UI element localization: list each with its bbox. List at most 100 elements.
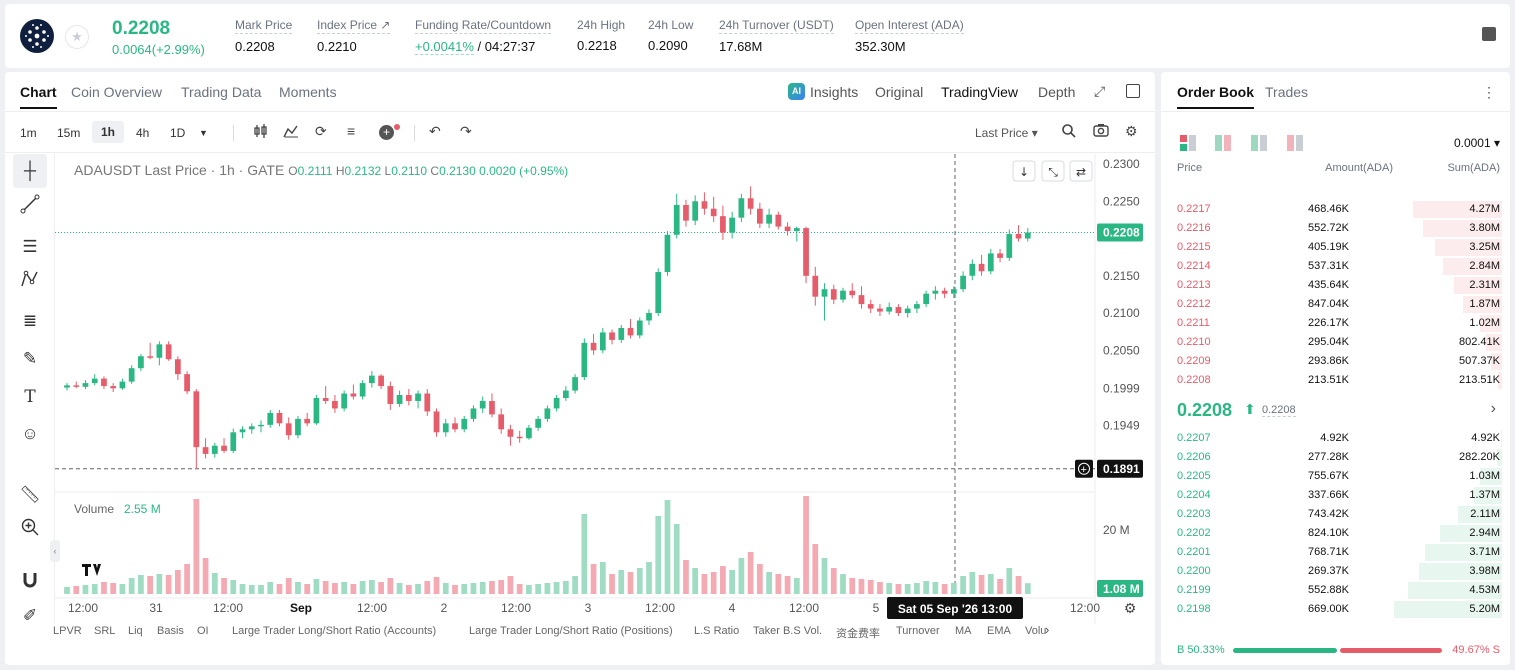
ask-row[interactable]: 0.2210 295.04K 802.41K bbox=[1161, 333, 1510, 352]
ask-row[interactable]: 0.2216 552.72K 3.80M bbox=[1161, 219, 1510, 238]
ask-row[interactable]: 0.2209 293.86K 507.37K bbox=[1161, 352, 1510, 371]
stat-label[interactable]: Index Price ↗ bbox=[317, 18, 391, 34]
tab-coin-overview[interactable]: Coin Overview bbox=[71, 84, 163, 100]
bid-row[interactable]: 0.2205 755.67K 1.03M bbox=[1161, 467, 1510, 486]
indicator-toggle[interactable]: Taker B.S Vol. bbox=[753, 625, 823, 637]
search-icon[interactable] bbox=[1061, 123, 1076, 141]
tab-moments[interactable]: Moments bbox=[279, 84, 337, 100]
stat-label[interactable]: Open Interest (ADA) bbox=[855, 18, 964, 34]
indicator-toggle[interactable]: EMA bbox=[987, 625, 1011, 637]
more-options-icon[interactable]: ⋮ bbox=[1482, 84, 1496, 100]
view-both-icon[interactable] bbox=[1180, 135, 1196, 151]
bid-row[interactable]: 0.2198 669.00K 5.20M bbox=[1161, 600, 1510, 619]
bid-row[interactable]: 0.2199 552.88K 4.53M bbox=[1161, 581, 1510, 600]
indicator-toggle[interactable]: MA bbox=[955, 625, 972, 637]
ask-row[interactable]: 0.2217 468.46K 4.27M bbox=[1161, 200, 1510, 219]
ask-row[interactable]: 0.2212 847.04K 1.87M bbox=[1161, 295, 1510, 314]
chevron-right-icon[interactable]: › bbox=[1490, 400, 1496, 417]
indicator-toggle[interactable]: 资金费率 bbox=[836, 628, 880, 640]
precision-select[interactable]: 0.0001 ▾ bbox=[1453, 136, 1500, 150]
timeframe-dropdown-icon[interactable]: ▼ bbox=[199, 128, 208, 138]
camera-icon[interactable] bbox=[1093, 123, 1109, 141]
pencil-lock-icon[interactable]: ✐ bbox=[22, 606, 38, 625]
bid-row[interactable]: 0.2201 768.71K 3.71M bbox=[1161, 543, 1510, 562]
redo-icon[interactable]: ↷ bbox=[460, 123, 472, 139]
view-asks-icon[interactable] bbox=[1287, 135, 1303, 151]
indicator-toggle[interactable]: L.S Ratio bbox=[694, 625, 740, 637]
ask-row[interactable]: 0.2208 213.51K 213.51K bbox=[1161, 371, 1510, 390]
indicator-toggle[interactable]: Volu bbox=[1025, 625, 1047, 637]
ask-row[interactable]: 0.2213 435.64K 2.31M bbox=[1161, 276, 1510, 295]
bid-row[interactable]: 0.2203 743.42K 2.11M bbox=[1161, 505, 1510, 524]
candle-body bbox=[405, 395, 412, 401]
expand-icon[interactable]: ⤢ bbox=[1094, 83, 1106, 99]
guide-book-icon[interactable] bbox=[1482, 27, 1496, 41]
tab-trading-data[interactable]: Trading Data bbox=[181, 84, 262, 100]
indicator-toggle[interactable]: Basis bbox=[157, 625, 184, 637]
refresh-icon[interactable]: ⟳ bbox=[315, 123, 327, 139]
view-split-icon[interactable] bbox=[1215, 135, 1231, 151]
bid-row[interactable]: 0.2204 337.66K 1.37M bbox=[1161, 486, 1510, 505]
price-type-select[interactable]: Last Price ▾ bbox=[975, 126, 1038, 140]
indicator-toggle[interactable]: Large Trader Long/Short Ratio (Accounts) bbox=[232, 625, 437, 637]
stat-label[interactable]: Funding Rate/Countdown bbox=[415, 18, 552, 34]
indicators-icon[interactable] bbox=[283, 123, 299, 142]
tab-order-book[interactable]: Order Book bbox=[1177, 84, 1255, 109]
candle-body bbox=[433, 411, 440, 433]
crosshair-icon[interactable]: ┼ bbox=[13, 154, 47, 188]
tab-trades[interactable]: Trades bbox=[1265, 84, 1309, 100]
indicator-toggle[interactable]: OI bbox=[197, 625, 209, 637]
tab-original[interactable]: Original bbox=[875, 84, 924, 100]
timeframe-1d[interactable]: 1D bbox=[170, 126, 186, 140]
candlestick-chart[interactable]: 0.2300 0.2250 0.2150 0.2100 0.2050 0.1999 0.19… bbox=[55, 154, 1155, 624]
depth-bar bbox=[1458, 506, 1502, 523]
ask-row[interactable]: 0.2215 405.19K 3.25M bbox=[1161, 238, 1510, 257]
timeframe-1m[interactable]: 1m bbox=[20, 126, 37, 140]
timeframe-1h[interactable]: 1h bbox=[92, 121, 125, 143]
candle-body bbox=[683, 204, 689, 221]
tab-chart[interactable]: Chart bbox=[20, 84, 57, 109]
stat-label[interactable]: 24h Turnover (USDT) bbox=[719, 18, 834, 34]
ruler-icon[interactable]: 📏︎ bbox=[19, 485, 41, 504]
tab-tradingview[interactable]: TradingView bbox=[941, 84, 1019, 100]
bid-row[interactable]: 0.2206 277.28K 282.20K bbox=[1161, 448, 1510, 467]
brush-icon[interactable]: ✎ bbox=[22, 349, 38, 368]
collapse-toolbar-icon[interactable]: ‹ bbox=[50, 540, 60, 562]
bid-row[interactable]: 0.2202 824.10K 2.94M bbox=[1161, 524, 1510, 543]
price-chart[interactable]: 0.2300 0.2250 0.2150 0.2100 0.2050 0.1999 0.19… bbox=[55, 154, 1155, 665]
templates-icon[interactable]: ≡ bbox=[347, 123, 356, 139]
tab-depth[interactable]: Depth bbox=[1038, 84, 1076, 100]
horizontal-lines-icon[interactable]: ☰ bbox=[22, 237, 38, 256]
indicator-toggle[interactable]: Large Trader Long/Short Ratio (Positions… bbox=[469, 625, 673, 637]
candle-type-icon[interactable] bbox=[253, 123, 269, 142]
indicator-more-icon[interactable]: › bbox=[1045, 622, 1050, 637]
bid-row[interactable]: 0.2207 4.92K 4.92K bbox=[1161, 429, 1510, 448]
bid-row[interactable]: 0.2200 269.37K 3.98M bbox=[1161, 562, 1510, 581]
fibonacci-icon[interactable]: ≣ bbox=[22, 311, 38, 330]
emoji-icon[interactable]: ☺ bbox=[21, 424, 39, 443]
trend-line-icon[interactable] bbox=[13, 192, 47, 226]
settings-gear-icon[interactable]: ⚙ bbox=[1125, 123, 1138, 139]
pattern-icon[interactable] bbox=[13, 267, 47, 301]
funding-rate-value[interactable]: +0.0041% bbox=[415, 39, 474, 55]
timeframe-15m[interactable]: 15m bbox=[57, 126, 81, 140]
depth-bar bbox=[1480, 468, 1502, 485]
stat-label[interactable]: Mark Price bbox=[235, 18, 293, 34]
favorite-star-icon[interactable]: ★ bbox=[65, 25, 89, 49]
tab-insights[interactable]: Insights bbox=[810, 84, 859, 100]
indicator-toggle[interactable]: Turnover bbox=[896, 625, 940, 637]
volume-bar bbox=[618, 570, 625, 594]
indicator-toggle[interactable]: LPVR bbox=[53, 625, 82, 637]
add-indicator-icon[interactable]: + bbox=[379, 125, 394, 140]
magnet-icon[interactable] bbox=[13, 567, 47, 601]
timeframe-4h[interactable]: 4h bbox=[136, 126, 150, 140]
view-bids-icon[interactable] bbox=[1251, 135, 1267, 151]
undo-icon[interactable]: ↶ bbox=[429, 123, 441, 139]
zoom-in-icon[interactable] bbox=[13, 515, 47, 549]
window-icon[interactable] bbox=[1126, 84, 1140, 98]
text-tool-icon[interactable]: T bbox=[24, 387, 36, 407]
ask-row[interactable]: 0.2214 537.31K 2.84M bbox=[1161, 257, 1510, 276]
indicator-toggle[interactable]: Liq bbox=[128, 625, 143, 637]
ask-row[interactable]: 0.2211 226.17K 1.02M bbox=[1161, 314, 1510, 333]
indicator-toggle[interactable]: SRL bbox=[94, 625, 116, 637]
